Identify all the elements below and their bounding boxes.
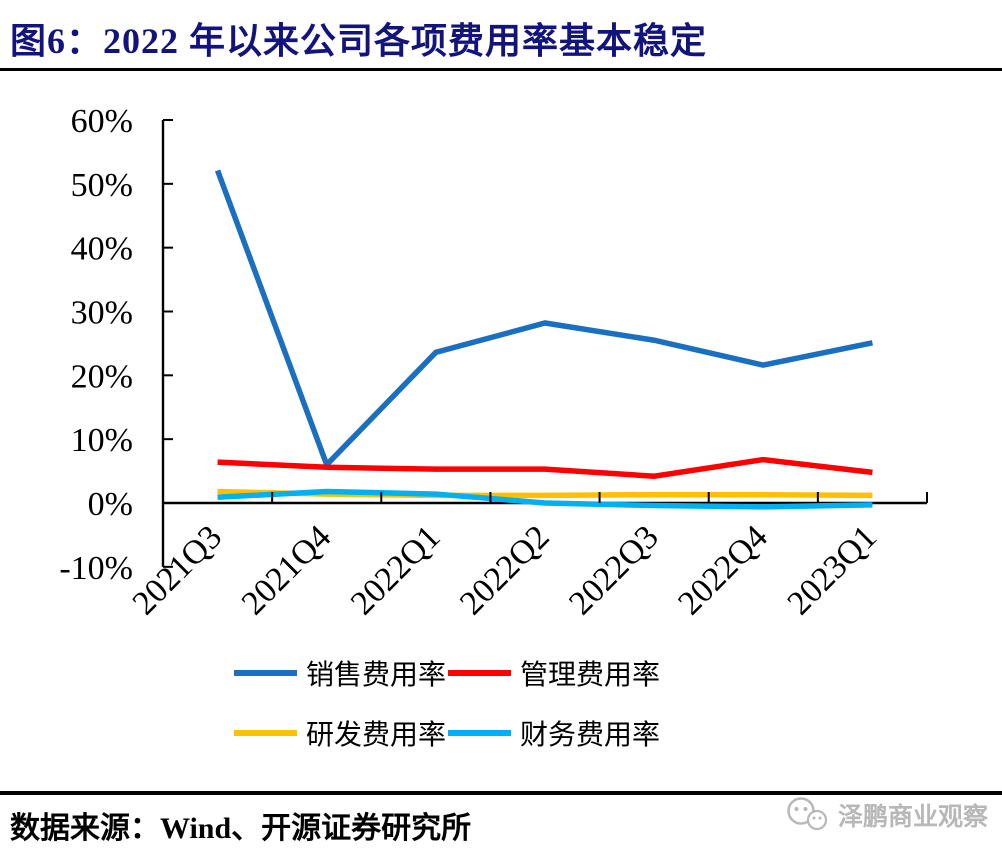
y-tick-label: -10%	[59, 550, 133, 587]
y-tick-label: 30%	[71, 295, 133, 332]
legend-item-finance: 财务费用率	[448, 712, 678, 754]
legend-label-sales: 销售费用率	[306, 660, 447, 691]
title-divider	[0, 68, 1002, 71]
y-tick-label: 40%	[71, 231, 133, 268]
wechat-icon	[787, 797, 828, 831]
legend-swatch-rd	[234, 730, 297, 736]
legend-item-rd: 研发费用率	[234, 712, 448, 754]
legend-label-finance: 财务费用率	[520, 720, 661, 751]
x-tick-label: 2023Q1	[780, 518, 884, 622]
y-tick-label: 60%	[71, 103, 133, 140]
legend-item-sales: 销售费用率	[234, 652, 448, 694]
x-tick-label: 2021Q3	[126, 518, 230, 622]
legend-swatch-admin	[448, 670, 511, 676]
x-tick-label: 2022Q4	[671, 518, 775, 622]
x-tick-label: 2022Q3	[562, 518, 666, 622]
line-sales	[214, 169, 873, 470]
expense-ratio-line-chart: 60%50%40%30%20%10%0%-10%2021Q3 2021Q4 2022…	[59, 103, 928, 622]
x-tick-label: 2022Q2	[453, 518, 557, 622]
line-admin	[217, 456, 873, 479]
y-tick-label: 50%	[71, 167, 133, 204]
watermark: 泽鹏商业观察	[784, 796, 988, 834]
legend-swatch-finance	[448, 730, 511, 736]
footer-divider	[0, 791, 1002, 795]
y-tick-label: 10%	[71, 422, 133, 459]
legend-item-admin: 管理费用率	[448, 652, 678, 694]
legend-label-rd: 研发费用率	[306, 720, 447, 751]
x-tick-label: 2022Q1	[344, 518, 448, 622]
line-finance	[217, 488, 873, 510]
y-tick-label: 0%	[88, 486, 133, 523]
legend-label-admin: 管理费用率	[520, 660, 661, 691]
data-source-text: 数据来源：Wind、开源证券研究所	[10, 812, 472, 845]
y-tick-label: 20%	[71, 358, 133, 395]
watermark-text: 泽鹏商业观察	[837, 804, 988, 831]
x-tick-label: 2021Q4	[235, 518, 339, 622]
figure-title: 图6：2022 年以来公司各项费用率基本稳定	[10, 21, 708, 61]
chart-legend: 销售费用率 管理费用率 研发费用率 财务费用率	[234, 652, 678, 754]
legend-swatch-sales	[234, 670, 297, 676]
